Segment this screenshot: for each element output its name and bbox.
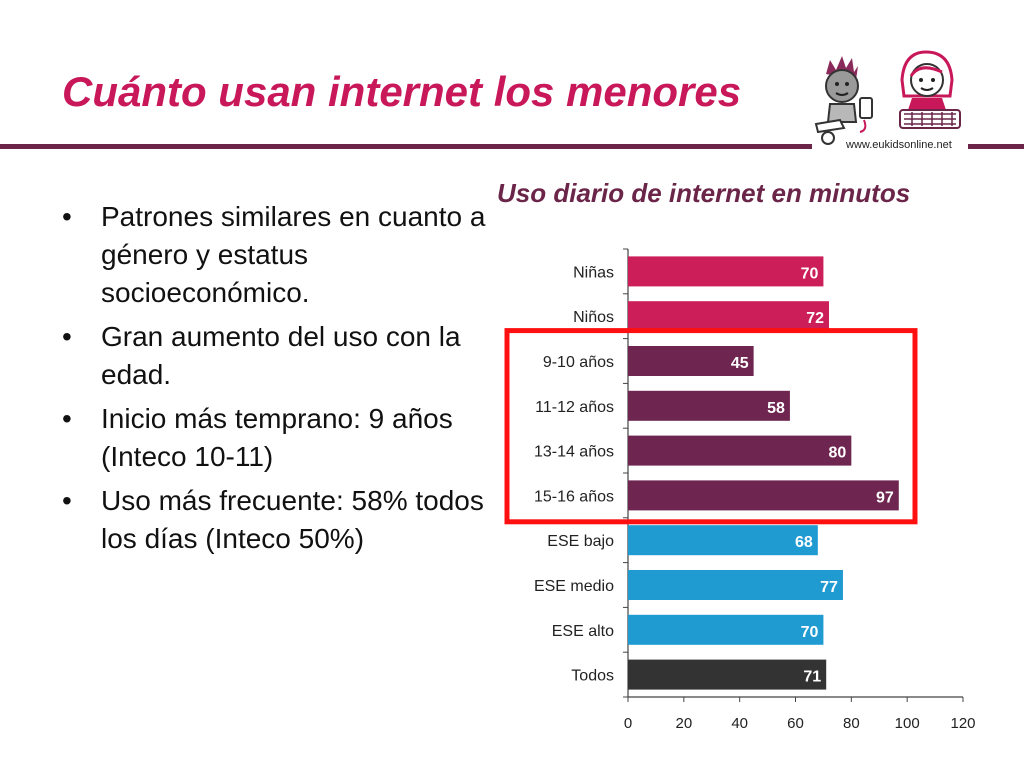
chart-title: Uso diario de internet en minutos [497,178,911,208]
x-tick-label: 60 [787,715,804,732]
data-label: 72 [806,310,824,327]
bar [628,435,852,466]
bullet-item: • Gran aumento del uso con la edad. [62,318,502,394]
bullet-item: • Inicio más temprano: 9 años (Inteco 10-… [62,400,502,476]
slide-title: Cuánto usan internet los menores [62,68,742,115]
bullet-dot-icon: • [62,321,72,352]
x-tick-label: 120 [950,715,975,732]
x-tick-label: 80 [843,715,860,732]
data-label: 58 [767,400,785,417]
x-tick-label: 0 [624,715,632,732]
bar [628,346,754,376]
x-tick-label: 40 [731,715,748,732]
category-label: 11-12 años [535,399,614,416]
data-label: 80 [829,445,847,462]
category-label: Niños [573,309,614,326]
bullet-list: • Patrones similares en cuanto a género y… [62,198,502,564]
bullet-text: Gran aumento del uso con la edad. [101,321,461,390]
bullet-text: Uso más frecuente: 58% todos los días (I… [101,485,484,554]
bullet-item: • Patrones similares en cuanto a género y… [62,198,502,312]
category-label: ESE alto [552,623,614,640]
category-label: ESE medio [534,578,614,595]
title-divider [0,144,812,149]
girl-figure-icon [899,50,961,129]
bullet-text: Inicio más temprano: 9 años (Inteco 10-1… [101,403,453,472]
data-label: 77 [820,579,838,596]
category-label: 9-10 años [543,354,614,371]
bar [628,525,818,556]
data-label: 71 [803,669,821,686]
bullet-dot-icon: • [62,403,72,434]
bullet-dot-icon: • [62,201,72,232]
title-divider-right [968,144,1024,149]
bullet-dot-icon: • [62,485,72,516]
data-label: 68 [795,534,813,551]
boy-figure-icon [814,56,873,145]
category-label: 15-16 años [534,488,614,505]
data-label: 45 [731,355,749,372]
bar [628,480,899,511]
category-label: Niñas [573,264,614,281]
category-label: 13-14 años [534,444,614,461]
highlight-box [504,328,918,525]
bar [628,301,829,332]
logo-url: www.eukidsonline.net [846,139,952,151]
category-label: ESE bajo [547,533,614,550]
data-label: 70 [801,265,819,282]
bar [628,390,790,421]
bar [628,614,824,645]
bullet-item: • Uso más frecuente: 58% todos los días (… [62,482,502,558]
bar [628,256,824,287]
bar [628,570,843,600]
eukidsonline-logo [814,50,961,145]
x-tick-label: 100 [895,715,920,732]
bar [628,659,827,690]
category-label: Todos [571,668,614,685]
bullet-text: Patrones similares en cuanto a género y … [101,201,486,308]
data-label: 70 [801,624,819,641]
data-label: 97 [876,489,894,506]
x-tick-label: 20 [675,715,692,732]
